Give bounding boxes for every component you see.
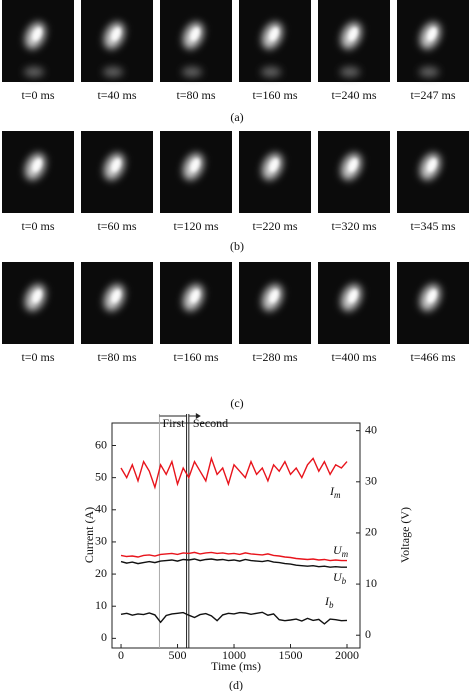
frame-label: t=60 ms [97, 219, 136, 233]
y-tick-label: 20 [95, 566, 107, 580]
y-tick-label: 10 [95, 598, 107, 612]
y-tick-label: 30 [95, 534, 107, 548]
reflection [182, 67, 202, 77]
frame-label: t=120 ms [173, 219, 218, 233]
arc-core [427, 289, 437, 303]
x-tick-label: 500 [169, 648, 187, 662]
arc-core [269, 27, 279, 41]
x-tick-label: 2000 [335, 648, 359, 662]
arc-core [348, 27, 358, 41]
frame-label: t=0 ms [21, 219, 54, 233]
series-label: Ub [333, 570, 347, 586]
panel-caption: (a) [230, 110, 243, 124]
arc-core [190, 158, 200, 172]
arrow-head [195, 413, 201, 419]
series-label: Um [333, 543, 349, 559]
y2-tick-label: 20 [365, 525, 377, 539]
x-tick-label: 0 [118, 648, 124, 662]
frame-label: t=247 ms [410, 88, 455, 102]
frame-label: t=80 ms [176, 88, 215, 102]
arc-core [269, 158, 279, 172]
reflection [261, 67, 281, 77]
arc-core [348, 289, 358, 303]
arc-core [190, 289, 200, 303]
panel-caption: (b) [230, 239, 244, 253]
phase-label: First [162, 416, 185, 430]
frame-label: t=320 ms [331, 219, 376, 233]
x-tick-label: 1500 [279, 648, 303, 662]
frame-label: t=220 ms [252, 219, 297, 233]
y2-axis-label: Voltage (V) [398, 507, 412, 563]
frame-label: t=240 ms [331, 88, 376, 102]
reflection [419, 67, 439, 77]
frame-label: t=40 ms [97, 88, 136, 102]
chart-caption: (d) [229, 678, 243, 691]
frame-label: t=0 ms [21, 350, 54, 364]
frame-label: t=160 ms [252, 88, 297, 102]
series-line [120, 558, 347, 568]
y-tick-label: 0 [101, 630, 107, 644]
arc-core [32, 289, 42, 303]
y-tick-label: 60 [95, 437, 107, 451]
y2-tick-label: 10 [365, 576, 377, 590]
series-label: Ib [324, 594, 334, 610]
series-line [120, 455, 348, 490]
arc-core [32, 27, 42, 41]
frame-label: t=466 ms [410, 350, 455, 364]
arc-core [348, 158, 358, 172]
y-tick-label: 40 [95, 502, 107, 516]
arc-core [111, 27, 121, 41]
y-tick-label: 50 [95, 469, 107, 483]
frame-label: t=400 ms [331, 350, 376, 364]
series-line [120, 551, 347, 562]
arc-core [111, 158, 121, 172]
arc-core [427, 27, 437, 41]
frame-label: t=160 ms [173, 350, 218, 364]
plot-frame [111, 422, 361, 649]
reflection [340, 67, 360, 77]
y2-tick-label: 30 [365, 474, 377, 488]
reflection [24, 67, 44, 77]
frame-label: t=345 ms [410, 219, 455, 233]
x-axis-label: Time (ms) [211, 659, 261, 673]
arc-core [32, 158, 42, 172]
frame-label: t=80 ms [97, 350, 136, 364]
panel-caption: (c) [230, 396, 243, 410]
phase-label: Second [193, 416, 228, 430]
frame-label: t=0 ms [21, 88, 54, 102]
series-line [120, 611, 348, 625]
reflection [103, 67, 123, 77]
x-tick-label: 1000 [222, 648, 246, 662]
y-axis-label: Current (A) [82, 507, 96, 563]
y2-tick-label: 40 [365, 422, 377, 436]
frame-label: t=280 ms [252, 350, 297, 364]
arc-core [190, 27, 200, 41]
series-label: Im [329, 484, 341, 500]
arc-core [427, 158, 437, 172]
arc-core [269, 289, 279, 303]
arc-core [111, 289, 121, 303]
y2-tick-label: 0 [365, 627, 371, 641]
